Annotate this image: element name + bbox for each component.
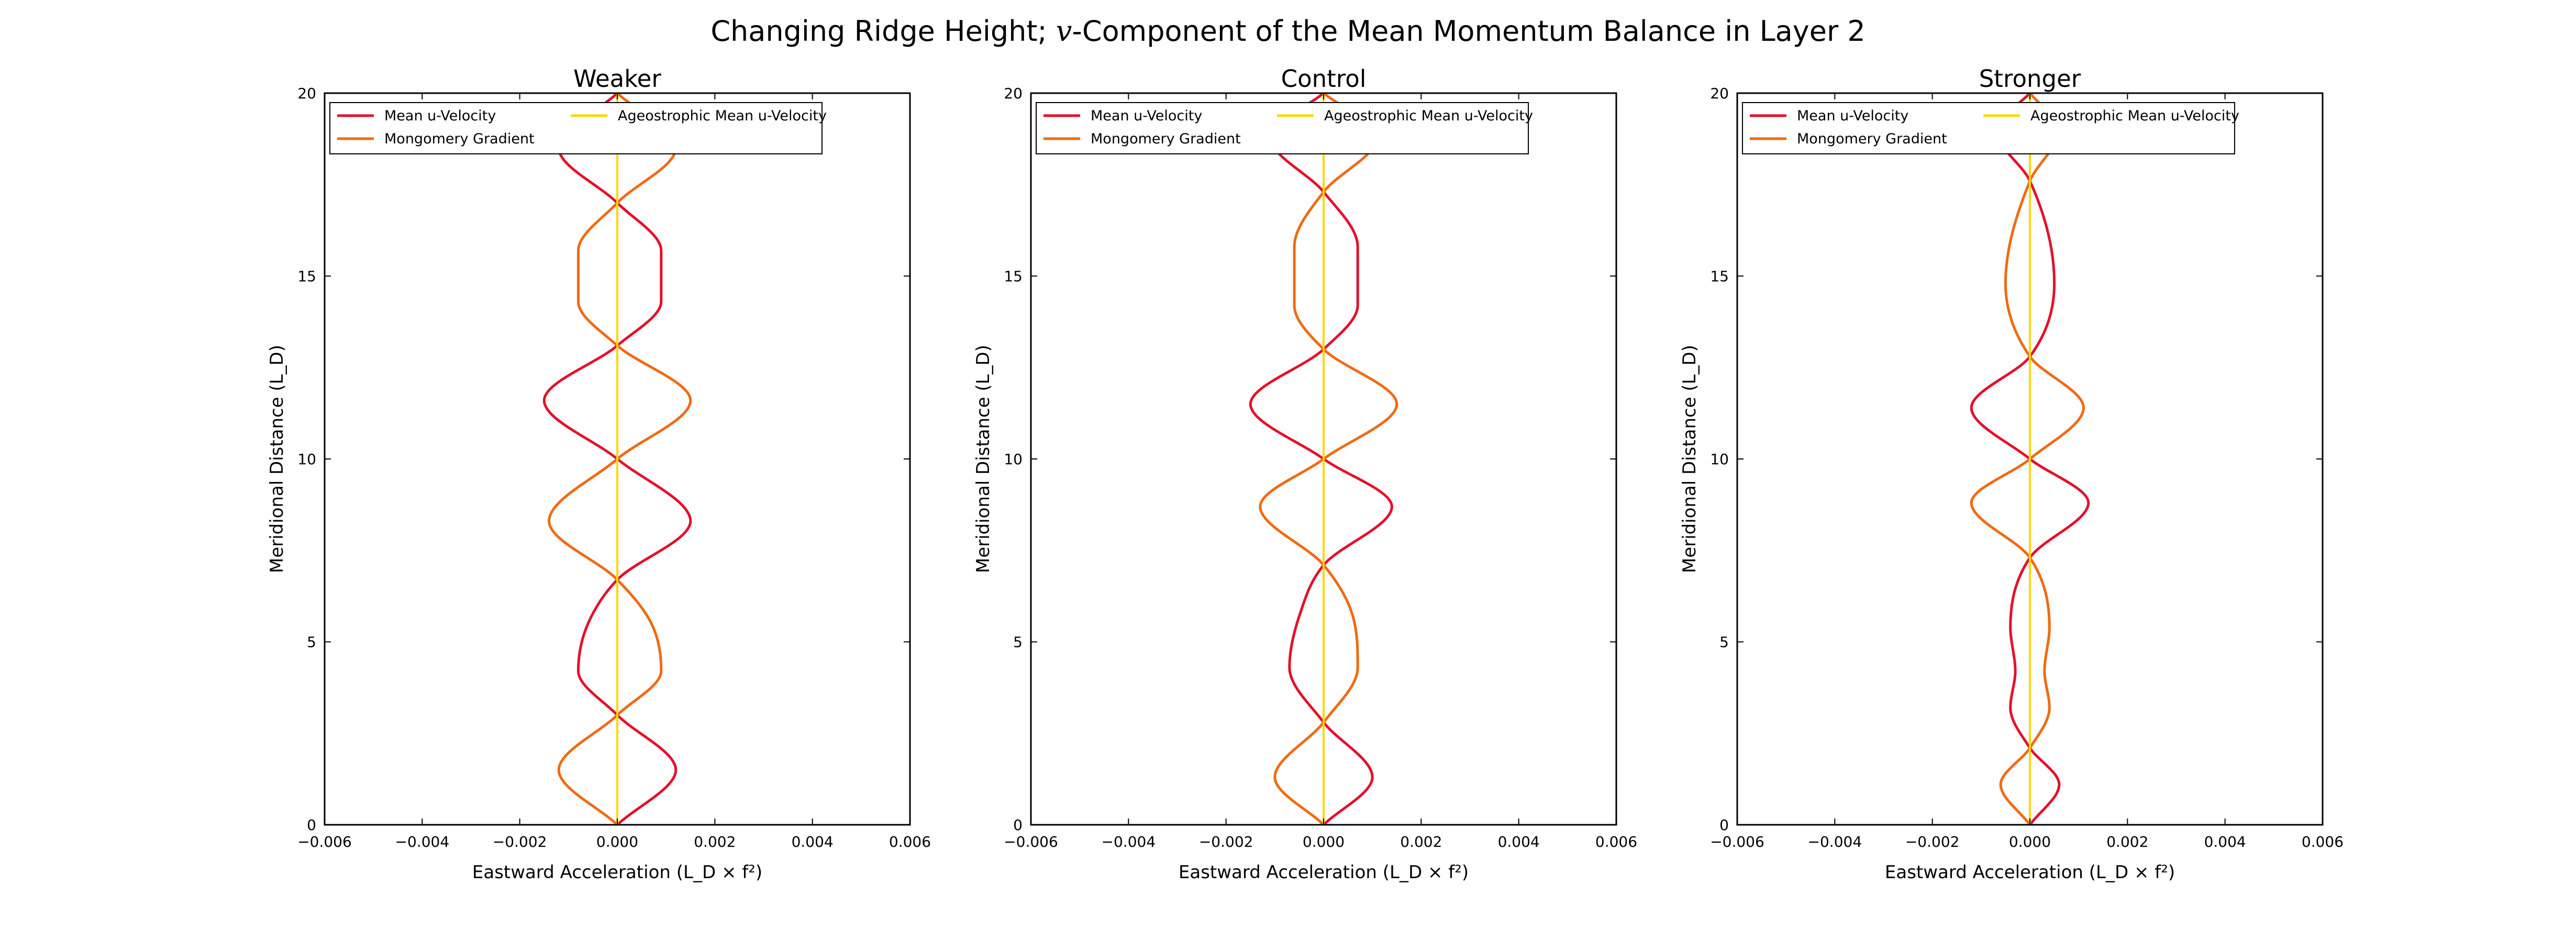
x-tick-label: −0.004	[1808, 833, 1862, 850]
y-tick-label: 10	[297, 451, 316, 468]
y-tick-label: 15	[1004, 268, 1023, 285]
x-tick-label: −0.002	[1199, 833, 1253, 850]
legend: Mean u-Velocity Mongomery Gradient Ageostr…	[329, 102, 827, 154]
legend-box	[1036, 102, 1529, 154]
y-tick-label: 0	[307, 816, 316, 834]
legend-label: Mongomery Gradient	[1797, 131, 1947, 147]
legend-box	[1742, 102, 2235, 154]
x-tick-label: −0.006	[1710, 833, 1764, 850]
panel-control: Control −0.006 −0.004 −0.002 0.000 0.002 0.004…	[973, 65, 1637, 883]
x-tick-label: −0.004	[1102, 833, 1156, 850]
series-group	[1970, 92, 2090, 826]
y-tick-label: 20	[297, 85, 316, 102]
legend-label: Mongomery Gradient	[384, 131, 535, 147]
y-tick-label: 15	[297, 268, 316, 285]
y-tick-label: 5	[1013, 634, 1023, 651]
y-tick-label: 5	[307, 634, 316, 651]
legend-label: Mongomery Gradient	[1091, 131, 1241, 147]
x-tick-label: 0.004	[1498, 833, 1540, 850]
x-tick-label: −0.002	[493, 833, 547, 850]
y-tick-label: 10	[1710, 451, 1729, 468]
legend: Mean u-Velocity Mongomery Gradient Ageostr…	[1036, 102, 1533, 154]
series-line-mean-u-velocity	[1970, 92, 2090, 826]
y-tick-label: 15	[1710, 268, 1729, 285]
y-tick-label: 20	[1004, 85, 1023, 102]
series-group	[542, 92, 692, 826]
legend: Mean u-Velocity Mongomery Gradient Ageostr…	[1742, 102, 2239, 154]
figure-title: Changing Ridge Height; v-Component of th…	[710, 15, 1865, 48]
series-group	[1249, 92, 1398, 826]
x-tick-label: 0.000	[596, 833, 638, 850]
x-tick-label: 0.002	[694, 833, 736, 850]
x-tick-label: 0.004	[792, 833, 834, 850]
series-line-montgomery-gradient	[1259, 92, 1398, 826]
y-tick-label: 5	[1719, 634, 1729, 651]
legend-label: Ageostrophic Mean u-Velocity	[1324, 108, 1533, 124]
y-tick-label: 20	[1710, 85, 1729, 102]
x-tick-label: 0.004	[2204, 833, 2246, 850]
x-tick-label: 0.000	[1303, 833, 1345, 850]
x-tick-label: 0.006	[2302, 833, 2344, 850]
x-tick-label: 0.002	[1400, 833, 1442, 850]
y-tick-label: 10	[1004, 451, 1023, 468]
x-tick-label: −0.006	[1004, 833, 1058, 850]
x-tick-label: 0.002	[2106, 833, 2148, 850]
legend-label: Mean u-Velocity	[384, 108, 496, 124]
legend-label: Mean u-Velocity	[1091, 108, 1202, 124]
y-axis-label: Meridional Distance (L_D)	[1679, 345, 1700, 573]
y-axis-label: Meridional Distance (L_D)	[267, 345, 287, 573]
panel-weaker: Weaker −0.006 −0.004 −0.002 0.000 0.002 0.004 0…	[267, 65, 931, 883]
x-tick-label: 0.006	[889, 833, 931, 850]
series-line-montgomery-gradient	[548, 92, 692, 826]
y-tick-label: 0	[1719, 816, 1729, 834]
x-tick-label: −0.006	[297, 833, 352, 850]
x-axis-label: Eastward Acceleration (L_D × f²)	[472, 862, 762, 883]
panel-stronger: Stronger −0.006 −0.004 −0.002 0.000 0.002 0.00…	[1679, 65, 2344, 883]
y-tick-label: 0	[1013, 816, 1023, 834]
x-tick-label: −0.004	[395, 833, 450, 850]
x-tick-label: 0.006	[1595, 833, 1637, 850]
legend-label: Mean u-Velocity	[1797, 108, 1908, 124]
x-tick-label: 0.000	[2009, 833, 2051, 850]
panel-title: Weaker	[573, 65, 661, 93]
legend-label: Ageostrophic Mean u-Velocity	[2030, 108, 2239, 124]
legend-box	[329, 102, 823, 154]
x-tick-label: −0.002	[1905, 833, 1960, 850]
y-axis-label: Meridional Distance (L_D)	[973, 345, 994, 573]
panel-title: Control	[1281, 65, 1367, 93]
x-axis-label: Eastward Acceleration (L_D × f²)	[1179, 862, 1469, 883]
x-axis-label: Eastward Acceleration (L_D × f²)	[1885, 862, 2175, 883]
series-line-montgomery-gradient	[1970, 92, 2085, 826]
panel-title: Stronger	[1979, 65, 2081, 93]
series-line-mean-u-velocity	[1249, 92, 1393, 826]
legend-label: Ageostrophic Mean u-Velocity	[618, 108, 827, 124]
